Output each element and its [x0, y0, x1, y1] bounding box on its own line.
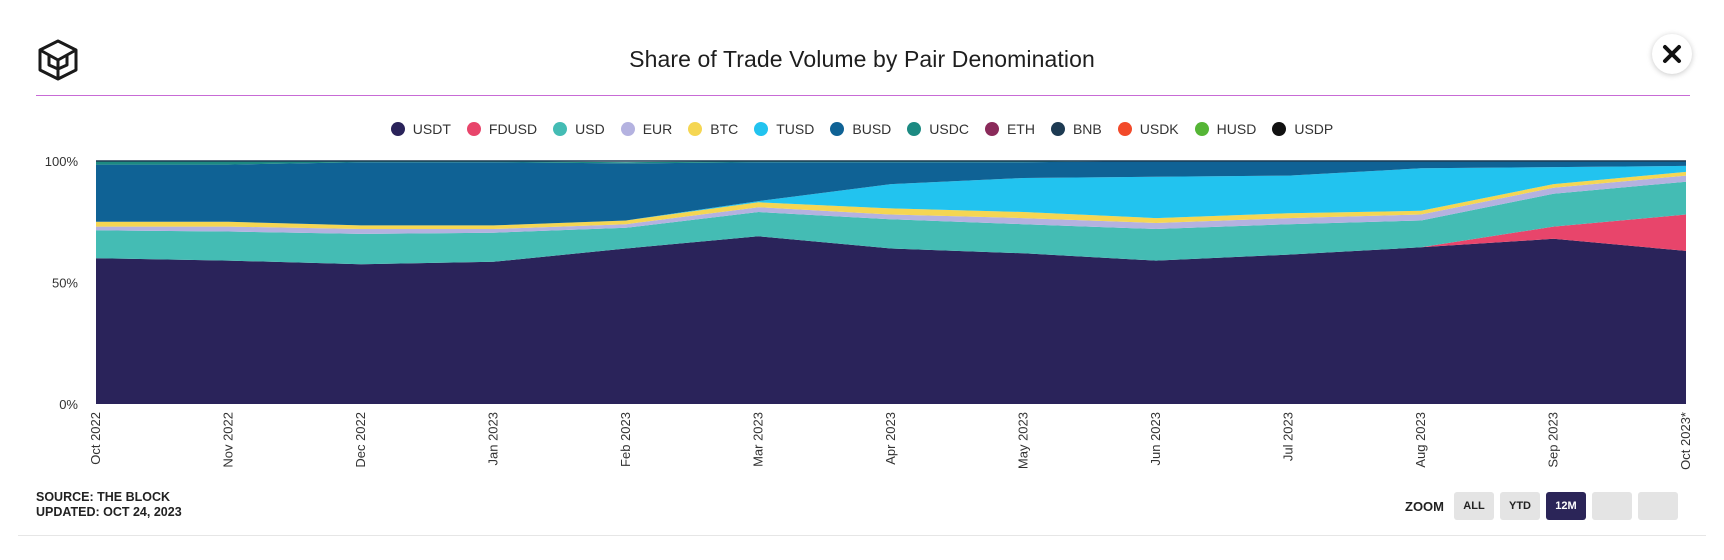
legend-item-tusd[interactable]: TUSD: [754, 121, 814, 137]
legend-label: USDT: [412, 121, 451, 137]
x-tick-label: Oct 2022: [88, 412, 103, 465]
legend-item-eur[interactable]: EUR: [620, 121, 673, 137]
legend-label: USDK: [1139, 121, 1179, 137]
legend-label: BNB: [1072, 121, 1102, 137]
legend-swatch: [907, 122, 922, 136]
area-series-eur: [96, 175, 1686, 234]
legend-label: BUSD: [852, 121, 892, 137]
y-tick-label: 50%: [52, 276, 78, 291]
legend-item-husd[interactable]: HUSD: [1194, 121, 1257, 137]
legend-swatch: [1194, 122, 1209, 136]
legend-swatch: [984, 122, 999, 136]
legend-label: FDUSD: [488, 121, 538, 137]
area-series-tusd: [96, 165, 1686, 226]
area-chart: 0% 50% 100% Oct 2022 Nov 2022 Dec 2022 Jan 202…: [45, 154, 1693, 470]
legend-swatch: [1272, 122, 1287, 136]
x-tick-label: Nov 2022: [221, 412, 236, 468]
legend-swatch: [830, 122, 845, 136]
legend-item-usdc[interactable]: USDC: [907, 121, 969, 137]
x-tick-label: Feb 2023: [618, 412, 633, 467]
legend-swatch: [1117, 122, 1132, 136]
x-tick-label: May 2023: [1016, 412, 1031, 469]
header-divider: [36, 95, 1690, 96]
source-text: SOURCE: THE BLOCK: [36, 490, 171, 504]
legend-label: USDC: [929, 121, 969, 137]
source-note: SOURCE: THE BLOCK UPDATED: OCT 24, 2023: [36, 490, 182, 520]
legend-item-usdk[interactable]: USDK: [1117, 121, 1179, 137]
zoom-button-all[interactable]: ALL: [1454, 492, 1494, 520]
legend-swatch: [553, 122, 568, 136]
the-block-logo-icon: [36, 38, 80, 82]
legend-item-btc[interactable]: BTC: [688, 121, 738, 137]
x-tick-label: Apr 2023: [883, 412, 898, 465]
x-tick-label: Jul 2023: [1281, 412, 1296, 461]
legend-label: TUSD: [776, 121, 815, 137]
zoom-button-12m[interactable]: 12M: [1546, 492, 1586, 520]
chart-legend: USDT FDUSD USD EUR BTC TUSD BUSD USDC ETH BNB USDK…: [0, 121, 1724, 137]
x-tick-label: Jan 2023: [486, 412, 501, 466]
updated-text: UPDATED: OCT 24, 2023: [36, 505, 182, 519]
legend-swatch: [466, 122, 481, 136]
x-tick-label: Dec 2022: [353, 412, 368, 468]
legend-label: USD: [575, 121, 605, 137]
legend-swatch: [620, 122, 635, 136]
area-series-usdt: [96, 236, 1686, 404]
legend-item-bnb[interactable]: BNB: [1050, 121, 1102, 137]
legend-swatch: [688, 122, 703, 136]
zoom-button-ytd[interactable]: YTD: [1500, 492, 1540, 520]
y-tick-label: 0%: [59, 397, 78, 412]
area-series-usdc: [96, 161, 1686, 165]
x-tick-label: Aug 2023: [1413, 412, 1428, 468]
x-tick-label: Oct 2023*: [1678, 412, 1693, 470]
zoom-button-blank-4[interactable]: [1638, 492, 1678, 520]
area-series-busd: [96, 161, 1686, 226]
legend-item-usd[interactable]: USD: [553, 121, 605, 137]
close-button[interactable]: [1652, 34, 1692, 74]
close-icon: [1663, 45, 1681, 63]
x-tick-label: Mar 2023: [751, 412, 766, 467]
y-tick-label: 100%: [45, 154, 79, 169]
legend-label: USDP: [1294, 121, 1334, 137]
zoom-controls: ZOOM ALL YTD 12M: [1405, 492, 1678, 520]
legend-item-busd[interactable]: BUSD: [830, 121, 891, 137]
x-tick-label: Sep 2023: [1546, 412, 1561, 468]
legend-item-eth[interactable]: ETH: [984, 121, 1035, 137]
chart-title: Share of Trade Volume by Pair Denominati…: [629, 46, 1095, 72]
legend-label: ETH: [1006, 121, 1035, 137]
legend-swatch: [1050, 122, 1065, 136]
legend-label: HUSD: [1216, 121, 1257, 137]
legend-label: EUR: [642, 121, 673, 137]
x-tick-label: Jun 2023: [1148, 412, 1163, 466]
legend-item-usdt[interactable]: USDT: [390, 121, 451, 137]
legend-label: BTC: [710, 121, 739, 137]
bottom-divider: [18, 535, 1706, 536]
legend-swatch: [390, 122, 405, 136]
zoom-button-blank-3[interactable]: [1592, 492, 1632, 520]
zoom-label: ZOOM: [1405, 498, 1444, 514]
area-series-btc: [96, 171, 1686, 229]
area-series-usd: [96, 181, 1686, 265]
legend-item-fdusd[interactable]: FDUSD: [466, 121, 538, 137]
legend-item-usdp[interactable]: USDP: [1272, 121, 1333, 137]
legend-swatch: [754, 122, 769, 136]
